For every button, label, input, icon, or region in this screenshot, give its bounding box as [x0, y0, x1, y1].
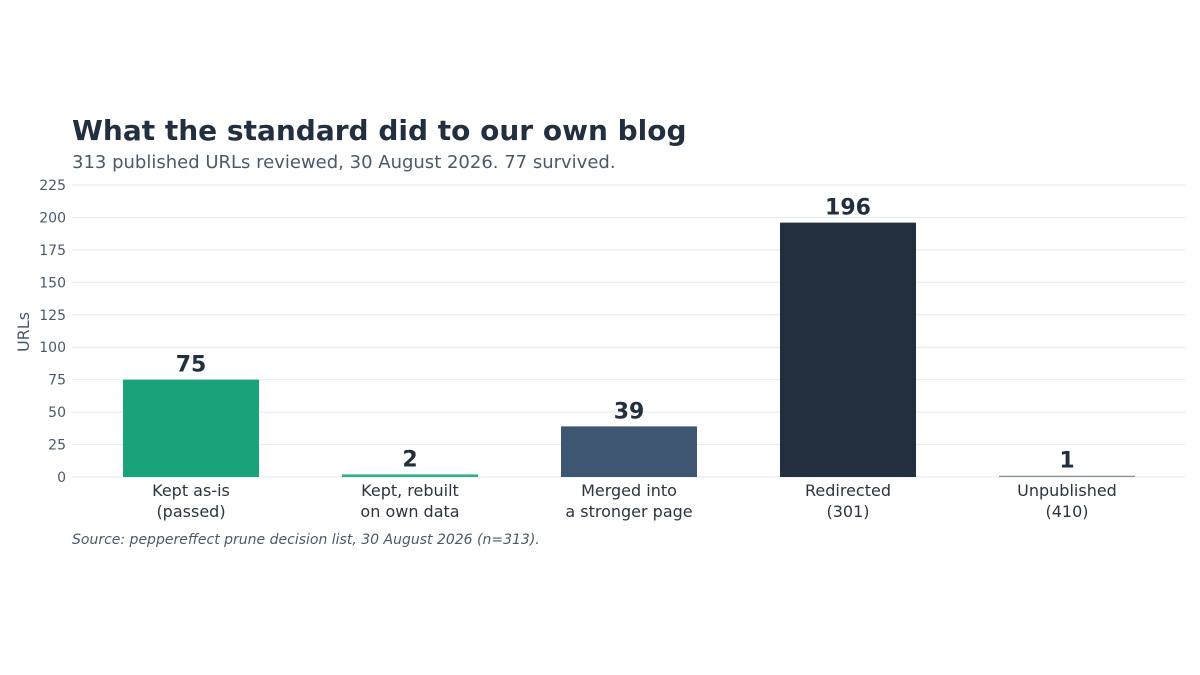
x-tick-label-line: (301)	[826, 502, 869, 521]
source-note: Source: peppereffect prune decision list…	[72, 532, 540, 548]
x-tick-label-line: Kept, rebuilt	[361, 481, 459, 500]
value-label: 1	[1059, 449, 1074, 474]
x-tick-label-line: Kept as-is	[152, 481, 230, 500]
chart-subtitle: 313 published URLs reviewed, 30 August 2…	[72, 152, 616, 173]
bar	[342, 474, 478, 477]
bar	[123, 379, 259, 477]
x-tick-label-line: (passed)	[156, 502, 225, 521]
y-tick-label: 225	[39, 178, 66, 194]
category-labels: Kept as-is (passed) Kept, rebuilt on own da…	[152, 481, 1117, 521]
bars	[123, 222, 1135, 477]
bar	[999, 475, 1135, 477]
y-tick-label: 25	[48, 438, 66, 454]
bar	[561, 426, 697, 477]
y-axis-title: URLs	[14, 312, 33, 352]
y-tick-label: 125	[39, 308, 66, 324]
chart-title: What the standard did to our own blog	[72, 114, 687, 147]
x-tick-label: Merged into a stronger page	[565, 481, 692, 521]
x-tick-label-line: Redirected	[805, 481, 891, 500]
x-tick-label: Unpublished (410)	[1017, 481, 1117, 521]
x-tick-label-line: on own data	[360, 502, 459, 521]
x-tick-label-line: Merged into	[581, 481, 677, 500]
y-tick-label: 0	[57, 470, 66, 486]
y-tick-label: 50	[48, 405, 66, 421]
y-tick-label: 200	[39, 210, 66, 226]
bar	[780, 222, 916, 477]
value-label: 39	[614, 399, 645, 424]
value-label: 2	[402, 447, 417, 472]
y-tick-label: 75	[48, 373, 66, 389]
y-tick-label: 100	[39, 340, 66, 356]
value-label: 196	[825, 196, 871, 221]
value-labels: 75 2 39 196 1	[176, 196, 1075, 474]
y-tick-label: 175	[39, 243, 66, 259]
y-tick-label: 150	[39, 275, 66, 291]
x-tick-label: Kept as-is (passed)	[152, 481, 230, 521]
y-axis-ticks: 0 25 50 75 100 125 150 175 200 225	[39, 178, 66, 486]
x-tick-label-line: Unpublished	[1017, 481, 1117, 500]
value-label: 75	[176, 353, 207, 378]
x-tick-label: Redirected (301)	[805, 481, 891, 521]
x-tick-label: Kept, rebuilt on own data	[360, 481, 459, 521]
x-tick-label-line: (410)	[1045, 502, 1088, 521]
x-tick-label-line: a stronger page	[565, 502, 692, 521]
